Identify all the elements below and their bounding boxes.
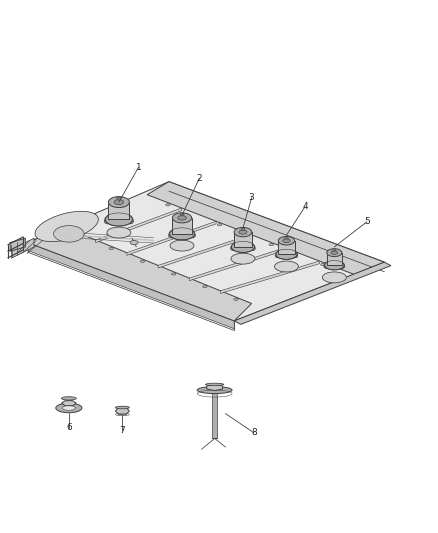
Text: 6: 6	[66, 423, 72, 432]
Polygon shape	[61, 401, 76, 406]
Polygon shape	[64, 195, 354, 303]
Ellipse shape	[331, 251, 338, 254]
Ellipse shape	[140, 260, 145, 262]
Ellipse shape	[190, 233, 195, 238]
Ellipse shape	[203, 286, 207, 288]
Text: 5: 5	[364, 217, 370, 226]
Ellipse shape	[333, 249, 336, 251]
Ellipse shape	[234, 228, 252, 237]
Ellipse shape	[231, 241, 254, 253]
Ellipse shape	[269, 244, 273, 246]
Ellipse shape	[278, 237, 295, 245]
Ellipse shape	[117, 197, 121, 200]
Ellipse shape	[239, 230, 247, 234]
Ellipse shape	[234, 298, 238, 301]
Ellipse shape	[231, 253, 255, 264]
Polygon shape	[10, 238, 25, 251]
Ellipse shape	[217, 224, 222, 226]
Polygon shape	[95, 208, 182, 243]
Ellipse shape	[322, 272, 346, 283]
Ellipse shape	[285, 237, 288, 239]
Ellipse shape	[166, 204, 170, 206]
Ellipse shape	[170, 228, 194, 240]
Polygon shape	[116, 407, 129, 415]
Polygon shape	[28, 182, 385, 321]
Polygon shape	[158, 235, 251, 268]
Ellipse shape	[325, 261, 344, 270]
Polygon shape	[28, 228, 252, 321]
Ellipse shape	[276, 249, 297, 260]
Ellipse shape	[205, 383, 224, 386]
Text: 2: 2	[197, 174, 202, 183]
Bar	[212, 393, 217, 439]
Ellipse shape	[178, 216, 186, 220]
Ellipse shape	[173, 213, 191, 223]
Text: 7: 7	[120, 426, 125, 434]
Ellipse shape	[327, 249, 342, 256]
Polygon shape	[220, 261, 319, 293]
Ellipse shape	[35, 211, 99, 241]
Polygon shape	[12, 238, 34, 258]
Polygon shape	[234, 232, 252, 247]
Ellipse shape	[127, 219, 134, 224]
Ellipse shape	[53, 225, 84, 242]
Ellipse shape	[104, 219, 110, 224]
Ellipse shape	[180, 213, 184, 216]
Ellipse shape	[109, 247, 113, 249]
Polygon shape	[207, 384, 223, 391]
Polygon shape	[127, 221, 216, 255]
Ellipse shape	[293, 254, 298, 258]
Ellipse shape	[230, 246, 236, 251]
Ellipse shape	[283, 239, 290, 243]
Text: 3: 3	[249, 193, 254, 202]
Polygon shape	[28, 243, 234, 329]
Text: 1: 1	[136, 163, 141, 172]
Ellipse shape	[107, 227, 131, 238]
Ellipse shape	[172, 273, 176, 275]
Ellipse shape	[130, 240, 138, 245]
Ellipse shape	[340, 264, 345, 268]
Polygon shape	[327, 253, 342, 265]
Text: 8: 8	[251, 428, 257, 437]
Polygon shape	[278, 241, 295, 254]
Polygon shape	[147, 182, 385, 274]
Ellipse shape	[170, 240, 194, 251]
Ellipse shape	[169, 233, 174, 238]
Ellipse shape	[321, 263, 325, 265]
Ellipse shape	[250, 246, 255, 251]
Ellipse shape	[62, 406, 75, 410]
Ellipse shape	[61, 397, 76, 400]
Ellipse shape	[106, 213, 132, 226]
Ellipse shape	[241, 228, 245, 230]
Polygon shape	[234, 262, 391, 325]
Text: 4: 4	[302, 202, 308, 211]
Polygon shape	[109, 202, 129, 220]
Ellipse shape	[114, 200, 124, 205]
Ellipse shape	[78, 235, 82, 237]
Ellipse shape	[109, 197, 129, 207]
Polygon shape	[189, 248, 285, 281]
Polygon shape	[173, 218, 191, 234]
Ellipse shape	[275, 254, 280, 258]
Ellipse shape	[197, 386, 232, 393]
Ellipse shape	[324, 264, 328, 268]
Ellipse shape	[56, 403, 82, 413]
Ellipse shape	[275, 261, 298, 272]
Ellipse shape	[116, 406, 129, 409]
